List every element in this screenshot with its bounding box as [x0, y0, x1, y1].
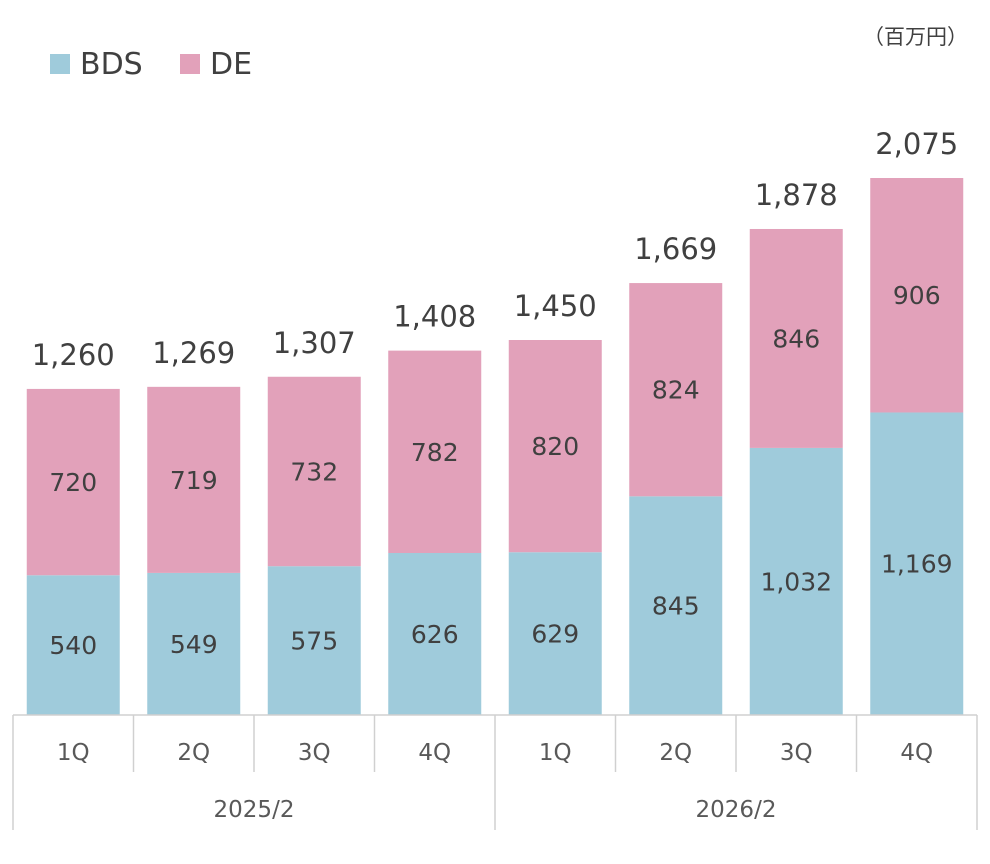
legend-label-bds: BDS [80, 47, 143, 82]
group-label-1: 2025/2 [214, 797, 295, 823]
bar-de-6 [629, 283, 723, 497]
tick-label-2: 2Q [177, 740, 210, 766]
bar-bds-2 [147, 572, 241, 715]
bar-de-2 [147, 386, 241, 573]
bar-de-7 [749, 228, 843, 448]
total-label-5: 1,450 [514, 289, 597, 323]
bar-de-5 [508, 340, 602, 553]
data-label-de-2: 719 [170, 466, 218, 495]
total-label-6: 1,669 [634, 232, 717, 266]
legend-swatch-bds [50, 54, 70, 74]
bar-bds-4 [388, 552, 482, 715]
tick-label-3: 3Q [298, 740, 331, 766]
data-label-de-3: 732 [290, 457, 338, 486]
data-label-de-4: 782 [411, 438, 459, 467]
bar-bds-6 [629, 496, 723, 715]
data-label-bds-5: 629 [531, 620, 579, 649]
total-label-3: 1,307 [273, 326, 356, 360]
legend: BDS DE [50, 47, 252, 82]
data-label-bds-6: 845 [652, 592, 700, 621]
data-label-bds-3: 575 [290, 627, 338, 656]
data-label-bds-2: 549 [170, 630, 218, 659]
bar-de-1 [26, 388, 120, 576]
data-label-de-5: 820 [531, 432, 579, 461]
total-label-7: 1,878 [755, 178, 838, 212]
data-label-bds-1: 540 [49, 631, 97, 660]
legend-label-de: DE [210, 47, 252, 82]
tick-label-4: 4Q [418, 740, 451, 766]
data-label-bds-4: 626 [411, 620, 459, 649]
tick-label-6: 2Q [659, 740, 692, 766]
tick-label-7: 3Q [780, 740, 813, 766]
total-label-8: 2,075 [875, 127, 958, 161]
bar-bds-5 [508, 552, 602, 715]
category-axis: 1Q 2Q 3Q 4Q 1Q 2Q 3Q 4Q 2025/2 2026/2 [12, 714, 978, 830]
bar-bds-1 [26, 575, 120, 715]
data-label-bds-7: 1,032 [760, 567, 832, 596]
bars-layer: 540 720 1,260 549 719 1,269 575 732 1,307 626 782 1… [26, 127, 964, 715]
legend-swatch-de [180, 54, 200, 74]
total-label-1: 1,260 [32, 338, 115, 372]
bar-bds-7 [749, 447, 843, 715]
data-label-de-8: 906 [893, 281, 941, 310]
total-label-4: 1,408 [393, 300, 476, 334]
data-label-de-1: 720 [49, 468, 97, 497]
bar-de-4 [388, 350, 482, 553]
bar-bds-3 [267, 566, 361, 715]
tick-label-1: 1Q [57, 740, 90, 766]
group-label-2: 2026/2 [696, 797, 777, 823]
unit-label: （百万円） [863, 25, 968, 49]
tick-label-8: 4Q [900, 740, 933, 766]
total-label-2: 1,269 [152, 336, 235, 370]
data-label-de-7: 846 [772, 324, 820, 353]
bar-bds-8 [870, 412, 964, 715]
bar-de-3 [267, 376, 361, 567]
data-label-bds-8: 1,169 [881, 550, 953, 579]
tick-label-5: 1Q [539, 740, 572, 766]
data-label-de-6: 824 [652, 376, 700, 405]
bar-de-8 [870, 178, 964, 413]
